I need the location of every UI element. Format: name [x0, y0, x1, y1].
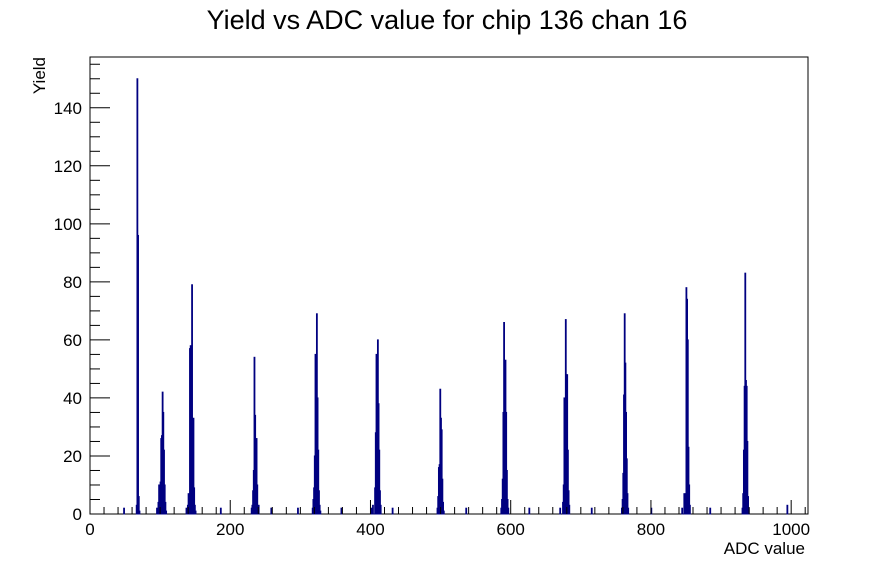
histogram-bin: [270, 507, 273, 515]
x-tick-label: 400: [356, 520, 384, 539]
histogram-bin: [165, 510, 168, 515]
y-tick-label: 60: [63, 331, 82, 350]
x-tick-label: 600: [497, 520, 525, 539]
histogram-bin: [137, 234, 139, 515]
histogram-bin: [507, 507, 510, 515]
x-axis: 0 200 400 600 800 1000: [85, 500, 810, 539]
x-tick-label: 0: [85, 520, 94, 539]
histogram-bin: [219, 507, 222, 515]
histogram-bin: [786, 504, 789, 515]
histogram-bin: [528, 507, 531, 515]
histogram-bin: [319, 510, 322, 515]
histogram-bin: [185, 507, 188, 515]
histogram-bin: [194, 510, 197, 515]
y-tick-label: 40: [63, 389, 82, 408]
histogram-bin: [568, 504, 571, 515]
histogram-bin: [391, 507, 394, 515]
y-tick-label: 0: [73, 505, 82, 524]
histogram-bin: [123, 507, 125, 515]
histogram-bin: [156, 507, 158, 515]
y-tick-label: 20: [63, 447, 82, 466]
histogram-bin: [379, 504, 382, 515]
histogram-bin: [465, 507, 468, 515]
histogram-bin: [442, 510, 445, 515]
x-tick-label: 800: [637, 520, 665, 539]
histogram-bin: [372, 504, 374, 515]
histogram-bin: [590, 507, 593, 515]
x-axis-label: ADC value: [724, 539, 805, 558]
y-axis-label: Yield: [30, 57, 49, 94]
histogram-bin: [709, 507, 712, 515]
y-tick-label: 80: [63, 273, 82, 292]
histogram-bin: [681, 507, 684, 515]
y-tick-label: 140: [54, 99, 82, 118]
histogram-bin: [627, 507, 630, 515]
x-tick-label: 200: [216, 520, 244, 539]
histogram-bin: [689, 504, 691, 515]
histogram-bin: [370, 507, 373, 515]
histogram-bars: [123, 78, 789, 515]
histogram-bin: [559, 507, 562, 515]
plot-frame: [89, 56, 809, 515]
histogram-bin: [297, 507, 299, 515]
histogram-bin: [340, 507, 343, 515]
y-axis: 0 20 40 60 80 100 120 140: [54, 63, 110, 524]
y-tick-label: 100: [54, 215, 82, 234]
histogram-bin: [138, 510, 141, 515]
y-tick-label: 120: [54, 157, 82, 176]
chart-title: Yield vs ADC value for chip 136 chan 16: [207, 5, 688, 35]
x-tick-label: 1000: [772, 520, 810, 539]
